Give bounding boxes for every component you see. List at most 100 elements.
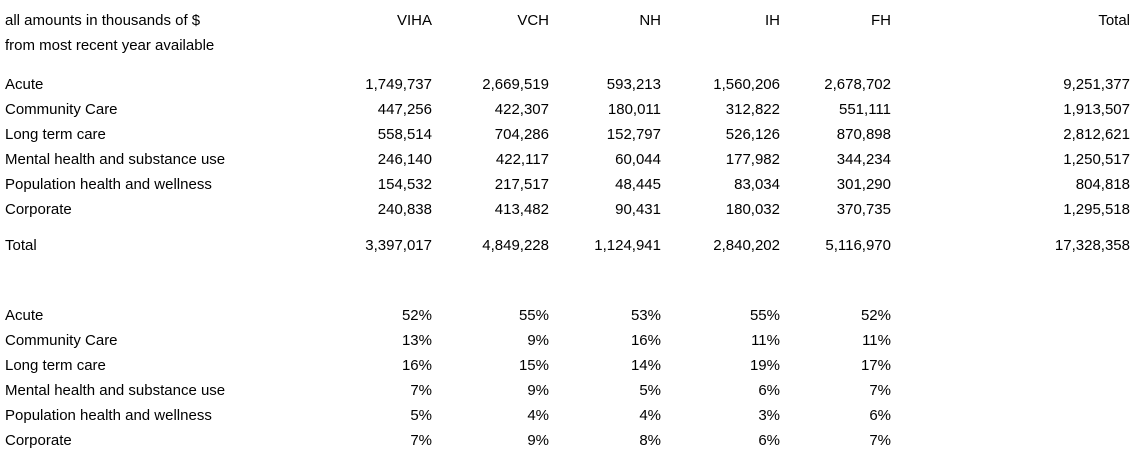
percent-row-mental-health: Mental health and substance use 7% 9% 5%… [5,378,1130,403]
amount-cell-vch: 704,286 [494,126,549,143]
note-line-1: all amounts in thousands of $ [5,12,201,29]
amount-cell-viha: 447,256 [377,101,432,118]
empty-cell [5,58,1130,72]
percent-cell-fh: 17% [860,357,891,374]
amount-row-acute: Acute 1,749,737 2,669,519 593,213 1,560,… [5,72,1130,97]
amount-cell-viha: 154,532 [377,176,432,193]
amount-cell-vch: 422,117 [495,151,549,168]
header-row: all amounts in thousands of $ VIHA VCH N… [5,8,1130,33]
spacer-row [5,258,1130,303]
percent-cell-viha: 16% [401,357,432,374]
row-label: Community Care [5,332,118,349]
totals-row: Total 3,397,017 4,849,228 1,124,941 2,84… [5,233,1130,258]
column-header-viha: VIHA [396,12,432,29]
percent-cell-vch: 55% [518,307,549,324]
row-label: Population health and wellness [5,407,212,424]
row-label: Mental health and substance use [5,151,226,168]
row-label: Corporate [5,201,72,218]
amount-cell-vch: 422,307 [494,101,549,118]
percent-cell-nh: 5% [639,382,661,399]
percent-cell-vch: 9% [527,332,549,349]
percent-cell-ih: 3% [758,407,780,424]
percent-cell-ih: 19% [749,357,780,374]
total-cell-vch: 4,849,228 [482,237,549,254]
row-label: Community Care [5,101,118,118]
amount-cell-vch: 217,517 [494,176,549,193]
percent-cell-viha: 7% [410,382,432,399]
amount-cell-total: 9,251,377 [1063,76,1130,93]
percent-cell-fh: 11% [862,332,891,349]
amount-cell-nh: 48,445 [615,176,661,193]
spacer-row [5,222,1130,233]
total-cell-grand: 17,328,358 [1054,237,1130,254]
percent-cell-vch: 9% [527,382,549,399]
amount-cell-viha: 240,838 [377,201,432,218]
row-label: Long term care [5,357,106,374]
amount-cell-ih: 312,822 [725,101,780,118]
amount-cell-fh: 551,111 [839,101,891,118]
amount-cell-nh: 180,011 [607,101,661,118]
amount-cell-viha: 558,514 [377,126,432,143]
note-row: from most recent year available [5,33,1130,58]
percent-cell-fh: 7% [869,382,891,399]
column-header-nh: NH [639,12,661,29]
amount-cell-ih: 83,034 [734,176,780,193]
percent-row-acute: Acute 52% 55% 53% 55% 52% [5,303,1130,328]
row-label: Population health and wellness [5,176,212,193]
amount-row-population-health: Population health and wellness 154,532 2… [5,172,1130,197]
total-cell-fh: 5,116,970 [825,237,891,254]
amount-cell-total: 1,250,517 [1063,151,1130,168]
amount-cell-ih: 526,126 [725,126,780,143]
amount-cell-fh: 870,898 [836,126,891,143]
percent-cell-ih: 6% [758,432,780,449]
amount-cell-fh: 301,290 [836,176,891,193]
percent-cell-fh: 6% [869,407,891,424]
empty-cell [891,428,1130,453]
amount-cell-ih: 1,560,206 [713,76,780,93]
amount-cell-viha: 246,140 [377,151,432,168]
percent-cell-ih: 55% [749,307,780,324]
percent-row-population-health: Population health and wellness 5% 4% 4% … [5,403,1130,428]
amount-cell-total: 1,913,507 [1063,101,1130,118]
percent-cell-fh: 7% [869,432,891,449]
spacer-row [5,58,1130,72]
amount-cell-total: 1,295,518 [1063,201,1130,218]
amount-cell-total: 2,812,621 [1063,126,1130,143]
percent-cell-nh: 53% [630,307,661,324]
row-label: Long term care [5,126,106,143]
note-line-2: from most recent year available [5,37,215,54]
amount-cell-fh: 344,234 [836,151,891,168]
percent-row-corporate: Corporate 7% 9% 8% 6% 7% [5,428,1130,453]
empty-cell [340,33,1130,58]
amount-cell-vch: 2,669,519 [482,76,549,93]
amount-cell-fh: 2,678,702 [824,76,891,93]
percent-cell-viha: 5% [410,407,432,424]
health-spending-table: all amounts in thousands of $ VIHA VCH N… [5,8,1130,453]
column-header-fh: FH [871,12,891,29]
percent-row-community-care: Community Care 13% 9% 16% 11% 11% [5,328,1130,353]
percent-cell-nh: 16% [630,332,661,349]
row-label: Mental health and substance use [5,382,226,399]
column-header-total: Total [1098,12,1130,29]
amount-cell-nh: 60,044 [615,151,661,168]
percent-row-long-term-care: Long term care 16% 15% 14% 19% 17% [5,353,1130,378]
amount-cell-nh: 593,213 [606,76,661,93]
column-header-ih: IH [765,12,780,29]
amount-row-mental-health: Mental health and substance use 246,140 … [5,147,1130,172]
empty-cell [891,353,1130,378]
percent-cell-fh: 52% [860,307,891,324]
amount-cell-vch: 413,482 [494,201,549,218]
amount-cell-ih: 180,032 [725,201,780,218]
amount-row-corporate: Corporate 240,838 413,482 90,431 180,032… [5,197,1130,222]
percent-cell-vch: 9% [527,432,549,449]
percent-cell-vch: 15% [518,357,549,374]
amount-row-long-term-care: Long term care 558,514 704,286 152,797 5… [5,122,1130,147]
percent-cell-nh: 8% [639,432,661,449]
percent-cell-viha: 7% [410,432,432,449]
total-cell-nh: 1,124,941 [594,237,661,254]
amount-cell-nh: 152,797 [606,126,661,143]
percent-cell-ih: 6% [758,382,780,399]
column-header-vch: VCH [517,12,549,29]
percent-cell-viha: 52% [401,307,432,324]
